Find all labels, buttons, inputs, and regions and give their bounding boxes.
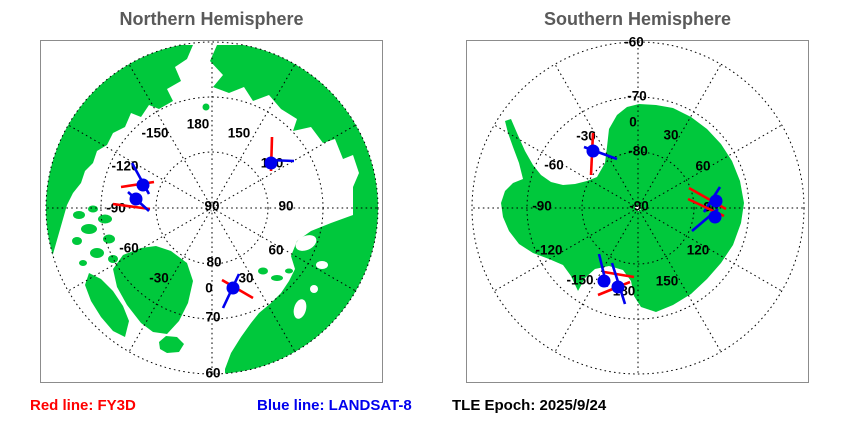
island-wrangel [202,103,210,111]
graticule-label: -150 [566,272,594,288]
graticule-label: -70 [627,88,647,104]
graticule-label: 0 [205,280,213,296]
north-map-labels: 908070601801501209060300-30-60-90-120-15… [41,41,382,382]
graticule-label: 90 [204,198,220,214]
canadian-archipelago [72,205,118,266]
graticule-label: 120 [686,242,710,258]
lake [316,261,328,269]
graticule-label: 60 [268,242,284,258]
graticule-label: -80 [628,143,648,159]
legend-blue-line: Blue line: LANDSAT-8 [257,397,412,414]
satellite-marker [597,262,631,305]
north-graticule [45,41,379,375]
satellite-marker [583,132,618,176]
graticule-label: 0 [629,114,637,130]
graticule-label: 180 [186,116,210,132]
graticule-label: -60 [624,34,644,50]
lake [310,285,318,293]
satellite-marker [597,253,635,288]
tle-epoch-text: TLE Epoch: 2025/9/24 [452,397,607,414]
panel-south: -60 -70 -80 -90 0 30 60 90 120 150 180 -150 -120 -90-… [466,35,809,383]
graticule-label: -120 [535,242,563,258]
landmass-eurasia [210,45,378,374]
satellite-marker [687,197,725,232]
satellite-marker [120,162,155,195]
graticule-label: 90 [278,198,294,214]
south-graticule [471,41,805,375]
north-polar-map [45,41,379,375]
graticule-label: -90 [629,198,649,214]
gulf-inlet [293,299,307,319]
graticule-label: -150 [141,125,169,141]
south-map-labels: -60 -70 -80 -90 0 30 60 90 120 150 180 -150 -120 -90-… [467,35,808,382]
landmass-greenland [113,246,193,334]
islands-svalbard [258,267,293,281]
graticule-label: 60 [695,158,711,174]
graticule-label: -30 [149,270,169,286]
legend-red-line: Red line: FY3D [30,397,136,414]
north-satellite-markers [112,136,295,309]
south-map-title: Southern Hemisphere [543,9,732,29]
landmass-baffin-island [85,273,129,337]
graticule-label: 150 [227,125,251,141]
graticule-label: 60 [205,365,221,381]
south-satellite-markers [583,132,727,305]
graticule-label: 70 [205,309,221,325]
graticule-label: 30 [238,270,254,286]
graticule-label: 150 [655,273,679,289]
satellite-marker [264,136,295,172]
graticule-label: 30 [663,127,679,143]
landmass-iceland [159,336,184,353]
north-map-title: Northern Hemisphere [119,9,304,29]
panel-north: 908070601801501209060300-30-60-90-120-15… [40,40,383,383]
graticule-label: -120 [111,158,139,174]
white-sea-inlet [295,235,317,251]
south-polar-map [471,41,805,375]
graticule-label: -30 [576,128,596,144]
satellite-marker [112,191,151,212]
graticule-label: -90 [532,198,552,214]
satellite-marker [221,273,254,309]
graticule-label: -60 [544,157,564,173]
graticule-label: 80 [206,254,222,270]
graticule-label: -60 [119,240,139,256]
